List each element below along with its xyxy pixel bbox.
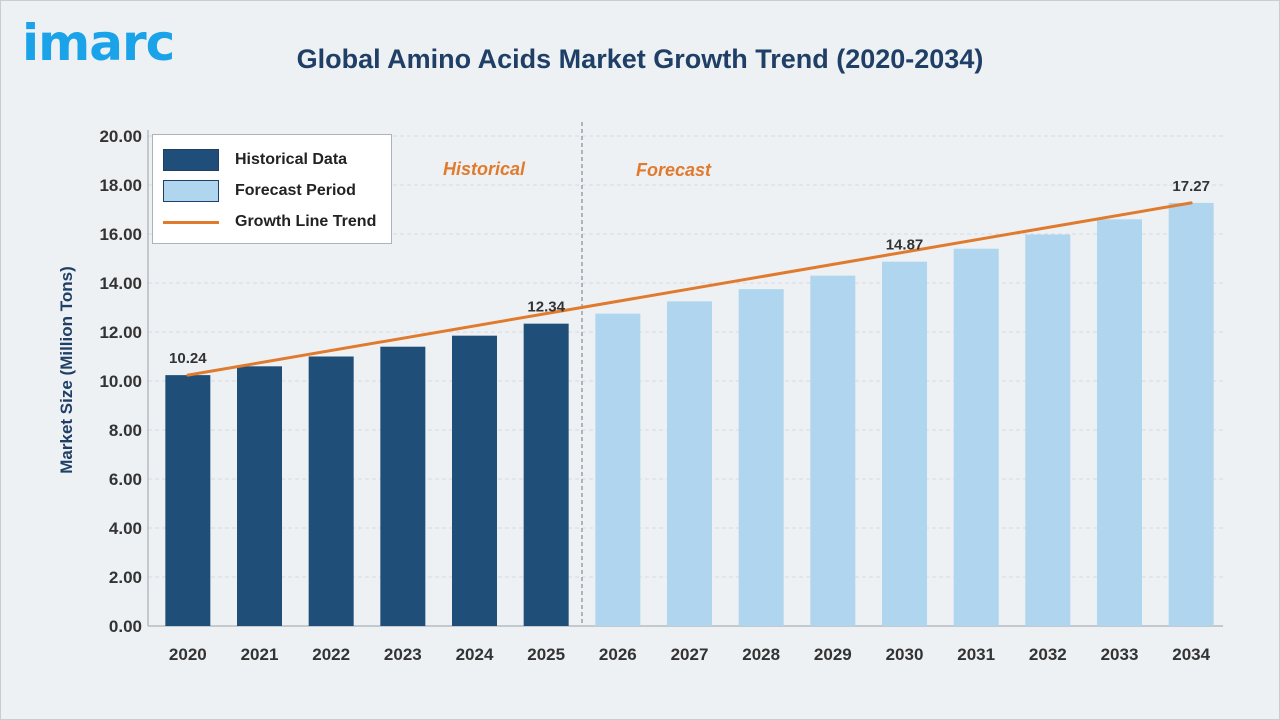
- y-tick-label: 20.00: [99, 127, 142, 146]
- bar-2022: [308, 356, 354, 626]
- x-tick-label: 2033: [1101, 645, 1139, 664]
- legend-swatch-historical: [163, 149, 219, 171]
- bar-2027: [667, 301, 712, 626]
- historical-annotation: Historical: [443, 159, 526, 179]
- forecast-annotation: Forecast: [636, 160, 712, 180]
- x-tick-label: 2026: [599, 645, 637, 664]
- bar-2033: [1097, 219, 1142, 627]
- bar-2023: [380, 346, 426, 626]
- bar-2032: [1025, 234, 1071, 627]
- y-tick-label: 12.00: [99, 323, 142, 342]
- x-tick-label: 2031: [957, 645, 995, 664]
- data-label-2030: 14.87: [886, 237, 924, 254]
- y-tick-label: 2.00: [109, 568, 142, 587]
- x-tick-label: 2023: [384, 645, 422, 664]
- bar-2030: [882, 261, 927, 626]
- bar-2031: [953, 248, 999, 626]
- legend-item-trend: Growth Line Trend: [163, 210, 376, 234]
- chart-title: Global Amino Acids Market Growth Trend (…: [296, 44, 984, 74]
- x-tick-label: 2020: [169, 645, 207, 664]
- bar-2034: [1168, 202, 1214, 626]
- x-tick-label: 2029: [814, 645, 852, 664]
- data-label-2025: 12.34: [527, 299, 565, 316]
- y-tick-label: 4.00: [109, 519, 142, 538]
- x-tick-label: 2022: [312, 645, 350, 664]
- x-tick-label: 2024: [456, 645, 494, 664]
- y-tick-label: 18.00: [99, 176, 142, 195]
- data-label-2020: 10.24: [169, 350, 207, 367]
- legend-swatch-forecast: [163, 180, 219, 202]
- y-tick-label: 16.00: [99, 225, 142, 244]
- y-tick-label: 14.00: [99, 274, 142, 293]
- x-tick-label: 2021: [241, 645, 279, 664]
- bar-2025: [523, 323, 569, 626]
- bar-2021: [237, 366, 282, 626]
- bar-2024: [452, 335, 497, 626]
- imarc-logo: imarc: [22, 14, 175, 72]
- y-tick-label: 0.00: [109, 617, 142, 636]
- y-tick-label: 8.00: [109, 421, 142, 440]
- bar-2026: [595, 313, 641, 626]
- legend-item-forecast: Forecast Period: [163, 179, 356, 203]
- y-tick-label: 10.00: [99, 372, 142, 391]
- y-axis-title: Market Size (Million Tons): [57, 266, 76, 473]
- legend-item-historical: Historical Data: [163, 148, 347, 172]
- x-tick-label: 2032: [1029, 645, 1067, 664]
- legend-label-trend: Growth Line Trend: [235, 213, 377, 230]
- legend-swatch-trend: [163, 220, 219, 224]
- chart-legend: Historical Data Forecast Period Growth L…: [152, 134, 392, 244]
- y-tick-label: 6.00: [109, 470, 142, 489]
- x-tick-label: 2034: [1172, 645, 1210, 664]
- bar-2028: [738, 289, 784, 626]
- data-label-2034: 17.27: [1172, 178, 1210, 195]
- x-tick-label: 2030: [886, 645, 924, 664]
- growth-trend-line: [186, 201, 1193, 377]
- legend-label-historical: Historical Data: [235, 151, 348, 168]
- x-tick-label: 2028: [742, 645, 780, 664]
- legend-label-forecast: Forecast Period: [235, 182, 356, 199]
- bar-2029: [810, 275, 856, 626]
- bar-2020: [165, 375, 211, 626]
- x-tick-label: 2027: [671, 645, 709, 664]
- x-tick-label: 2025: [527, 645, 565, 664]
